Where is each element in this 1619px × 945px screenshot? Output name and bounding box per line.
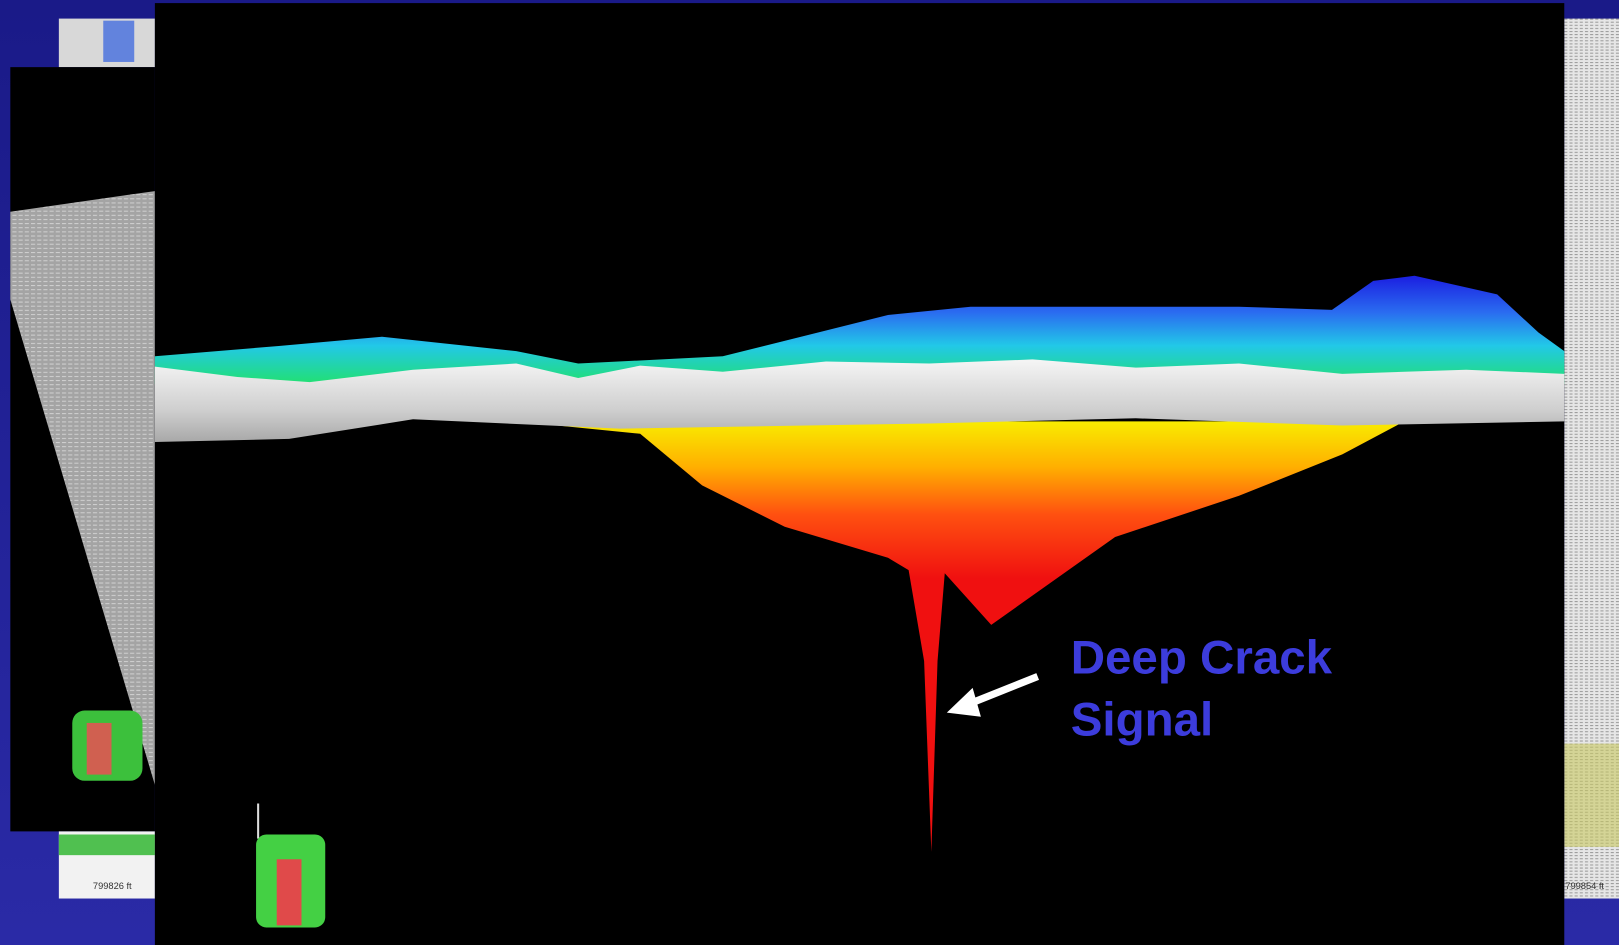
bottom-strip-color xyxy=(59,834,155,855)
thumbnail-color xyxy=(103,21,134,62)
slide: 799826 ft 799854 ft Deep Crack Signal xyxy=(0,0,1619,945)
annotation-line: Deep Crack xyxy=(1071,631,1333,684)
depth-label: 799854 ft xyxy=(1565,881,1604,891)
depth-label: 799826 ft xyxy=(93,881,132,891)
cylinder-core xyxy=(87,723,112,775)
annotation-line: Signal xyxy=(1071,693,1214,746)
page: {"annotation": {"lines": ["Deep Crack", … xyxy=(0,0,1619,945)
right-panel-color xyxy=(1564,744,1619,847)
orientation-core xyxy=(277,859,302,925)
